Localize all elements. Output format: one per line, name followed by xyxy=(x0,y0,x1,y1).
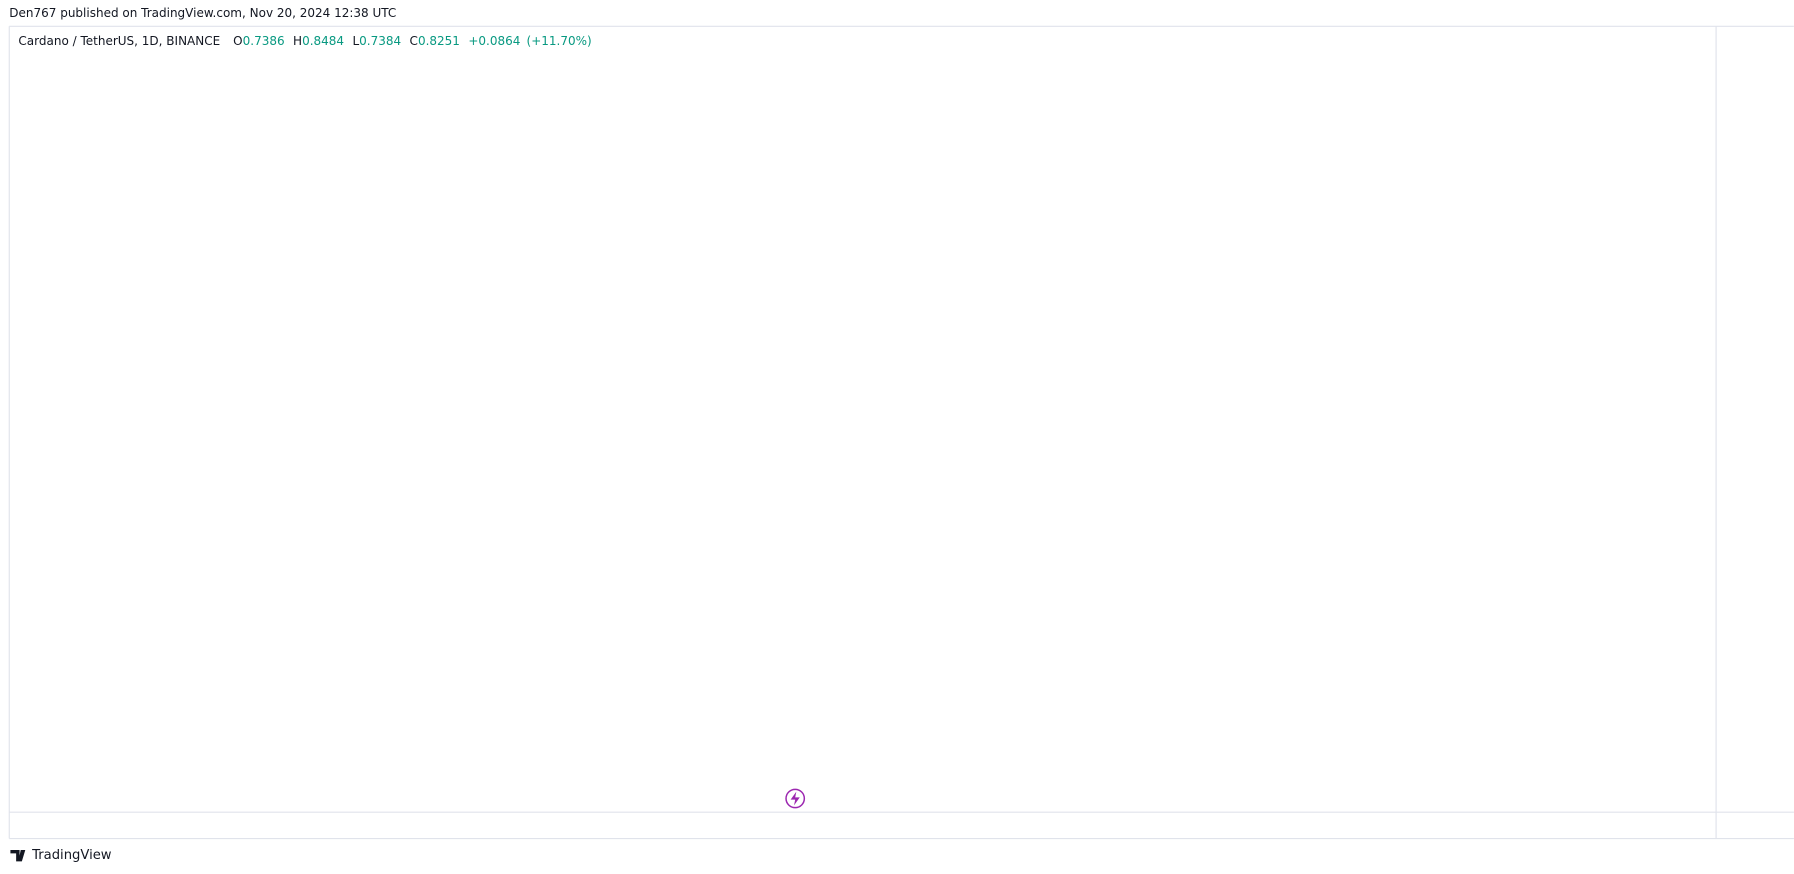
ohlc-value: 0.8484 xyxy=(302,34,344,48)
ohlc-label: H xyxy=(293,34,302,48)
change-percent: (+11.70%) xyxy=(527,34,592,48)
ohlc-value: 0.8251 xyxy=(418,34,460,48)
tradingview-logo: TradingView xyxy=(10,848,112,863)
ohlc-value: 0.7384 xyxy=(359,34,401,48)
ohlc-label: L xyxy=(352,34,359,48)
symbol-title: Cardano / TetherUS, 1D, BINANCE xyxy=(18,34,220,48)
symbol-legend: Cardano / TetherUS, 1D, BINANCE O0.7386 … xyxy=(18,34,591,48)
ohlc-label: O xyxy=(233,34,242,48)
ohlc-value: 0.7386 xyxy=(243,34,285,48)
event-icon-bolt xyxy=(790,791,800,806)
publish-info: Den767 published on TradingView.com, Nov… xyxy=(9,6,396,20)
brand-text: TradingView xyxy=(31,848,112,863)
logo-mark xyxy=(10,849,26,862)
ohlc-label: C xyxy=(410,34,418,48)
change: +0.0864 xyxy=(468,34,520,48)
